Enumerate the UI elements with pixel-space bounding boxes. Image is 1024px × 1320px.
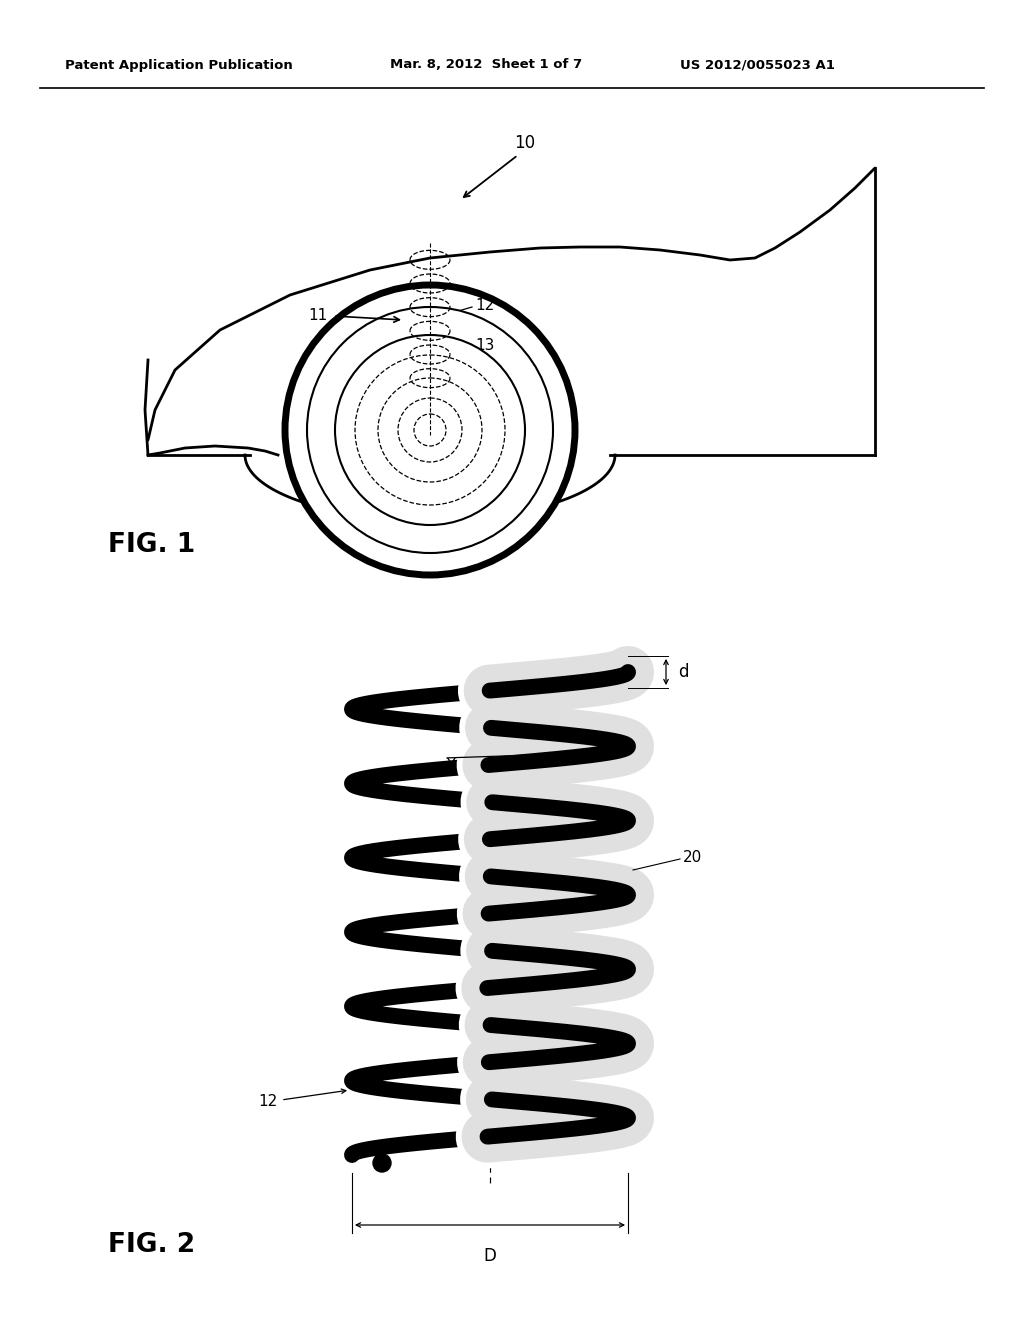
Text: Mar. 8, 2012  Sheet 1 of 7: Mar. 8, 2012 Sheet 1 of 7	[390, 58, 582, 71]
Text: Patent Application Publication: Patent Application Publication	[65, 58, 293, 71]
Ellipse shape	[285, 285, 575, 576]
Text: US 2012/0055023 A1: US 2012/0055023 A1	[680, 58, 835, 71]
Text: X: X	[446, 758, 457, 772]
Ellipse shape	[335, 335, 525, 525]
Ellipse shape	[307, 308, 553, 553]
Text: 10: 10	[514, 135, 536, 152]
Text: 20: 20	[683, 850, 702, 865]
Text: 12: 12	[259, 1094, 278, 1110]
Text: FIG. 1: FIG. 1	[108, 532, 196, 558]
Text: FIG. 2: FIG. 2	[108, 1232, 196, 1258]
Text: d: d	[678, 663, 688, 681]
Text: 13: 13	[475, 338, 495, 352]
Text: 11: 11	[308, 308, 328, 322]
Text: D: D	[483, 1247, 497, 1265]
Circle shape	[373, 1154, 391, 1172]
Text: 12: 12	[475, 297, 495, 313]
